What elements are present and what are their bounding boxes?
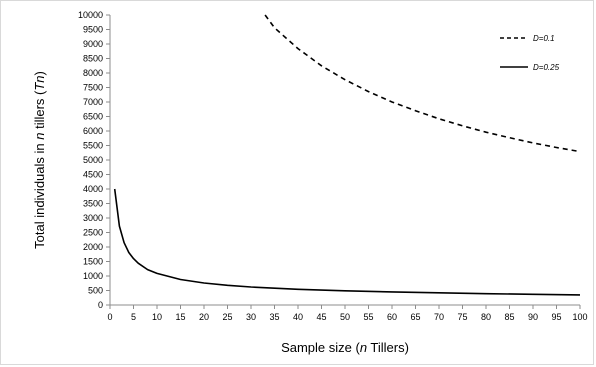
y-tick-label: 7000 (83, 97, 103, 107)
y-tick-label: 4000 (83, 184, 103, 194)
y-tick-label: 7500 (83, 83, 103, 93)
legend: D=0.1 D=0.25 (500, 34, 560, 72)
x-tick-group: 0 5 10 15 20 25 30 35 40 45 50 55 60 65 70 75 80 85 90 95 10… (107, 305, 588, 322)
y-tick-label: 5500 (83, 141, 103, 151)
x-tick-label: 50 (340, 312, 350, 322)
y-tick-label: 4500 (83, 170, 103, 180)
series-layer (113, 14, 581, 296)
y-tick-label: 9000 (83, 39, 103, 49)
y-tick-label: 1500 (83, 257, 103, 267)
x-tick-label: 5 (131, 312, 136, 322)
x-tick-label: 60 (387, 312, 397, 322)
x-tick-label: 55 (363, 312, 373, 322)
x-tick-label: 15 (175, 312, 185, 322)
y-tick-label: 10000 (78, 10, 103, 20)
y-tick-label: 5000 (83, 155, 103, 165)
x-tick-label: 35 (269, 312, 279, 322)
x-tick-label: 65 (410, 312, 420, 322)
y-tick-label: 3500 (83, 199, 103, 209)
x-tick-label: 30 (246, 312, 256, 322)
y-tick-label: 9500 (83, 25, 103, 35)
x-tick-label: 85 (504, 312, 514, 322)
x-tick-label: 75 (457, 312, 467, 322)
y-tick-label: 6000 (83, 126, 103, 136)
y-tick-label: 500 (88, 286, 103, 296)
y-axis-title: Total individuals in n tillers (Tn) (32, 71, 47, 249)
y-tick-label: 3000 (83, 213, 103, 223)
y-tick-label: 1000 (83, 271, 103, 281)
x-tick-label: 70 (434, 312, 444, 322)
x-tick-label: 0 (107, 312, 112, 322)
x-tick-label: 25 (222, 312, 232, 322)
x-tick-label: 90 (528, 312, 538, 322)
axes (109, 15, 580, 306)
y-tick-label: 2000 (83, 242, 103, 252)
x-tick-label: 10 (152, 312, 162, 322)
series-line-d-0-1 (264, 14, 581, 153)
x-tick-label: 20 (199, 312, 209, 322)
y-tick-label: 8500 (83, 54, 103, 64)
legend-label: D=0.25 (533, 63, 560, 72)
series-line-d-0-25 (113, 188, 581, 296)
x-tick-label: 100 (572, 312, 587, 322)
legend-label: D=0.1 (533, 34, 555, 43)
y-tick-label: 6500 (83, 112, 103, 122)
x-tick-label: 80 (481, 312, 491, 322)
y-tick-label: 8000 (83, 68, 103, 78)
x-tick-label: 40 (293, 312, 303, 322)
x-axis-title: Sample size (n Tillers) (281, 340, 409, 355)
y-tick-label: 2500 (83, 228, 103, 238)
y-tick-label: 0 (98, 300, 103, 310)
x-tick-label: 45 (316, 312, 326, 322)
y-tick-group: 0 500 1000 1500 2000 2500 3000 3500 4000 4500 5000… (78, 10, 110, 310)
x-tick-label: 95 (551, 312, 561, 322)
